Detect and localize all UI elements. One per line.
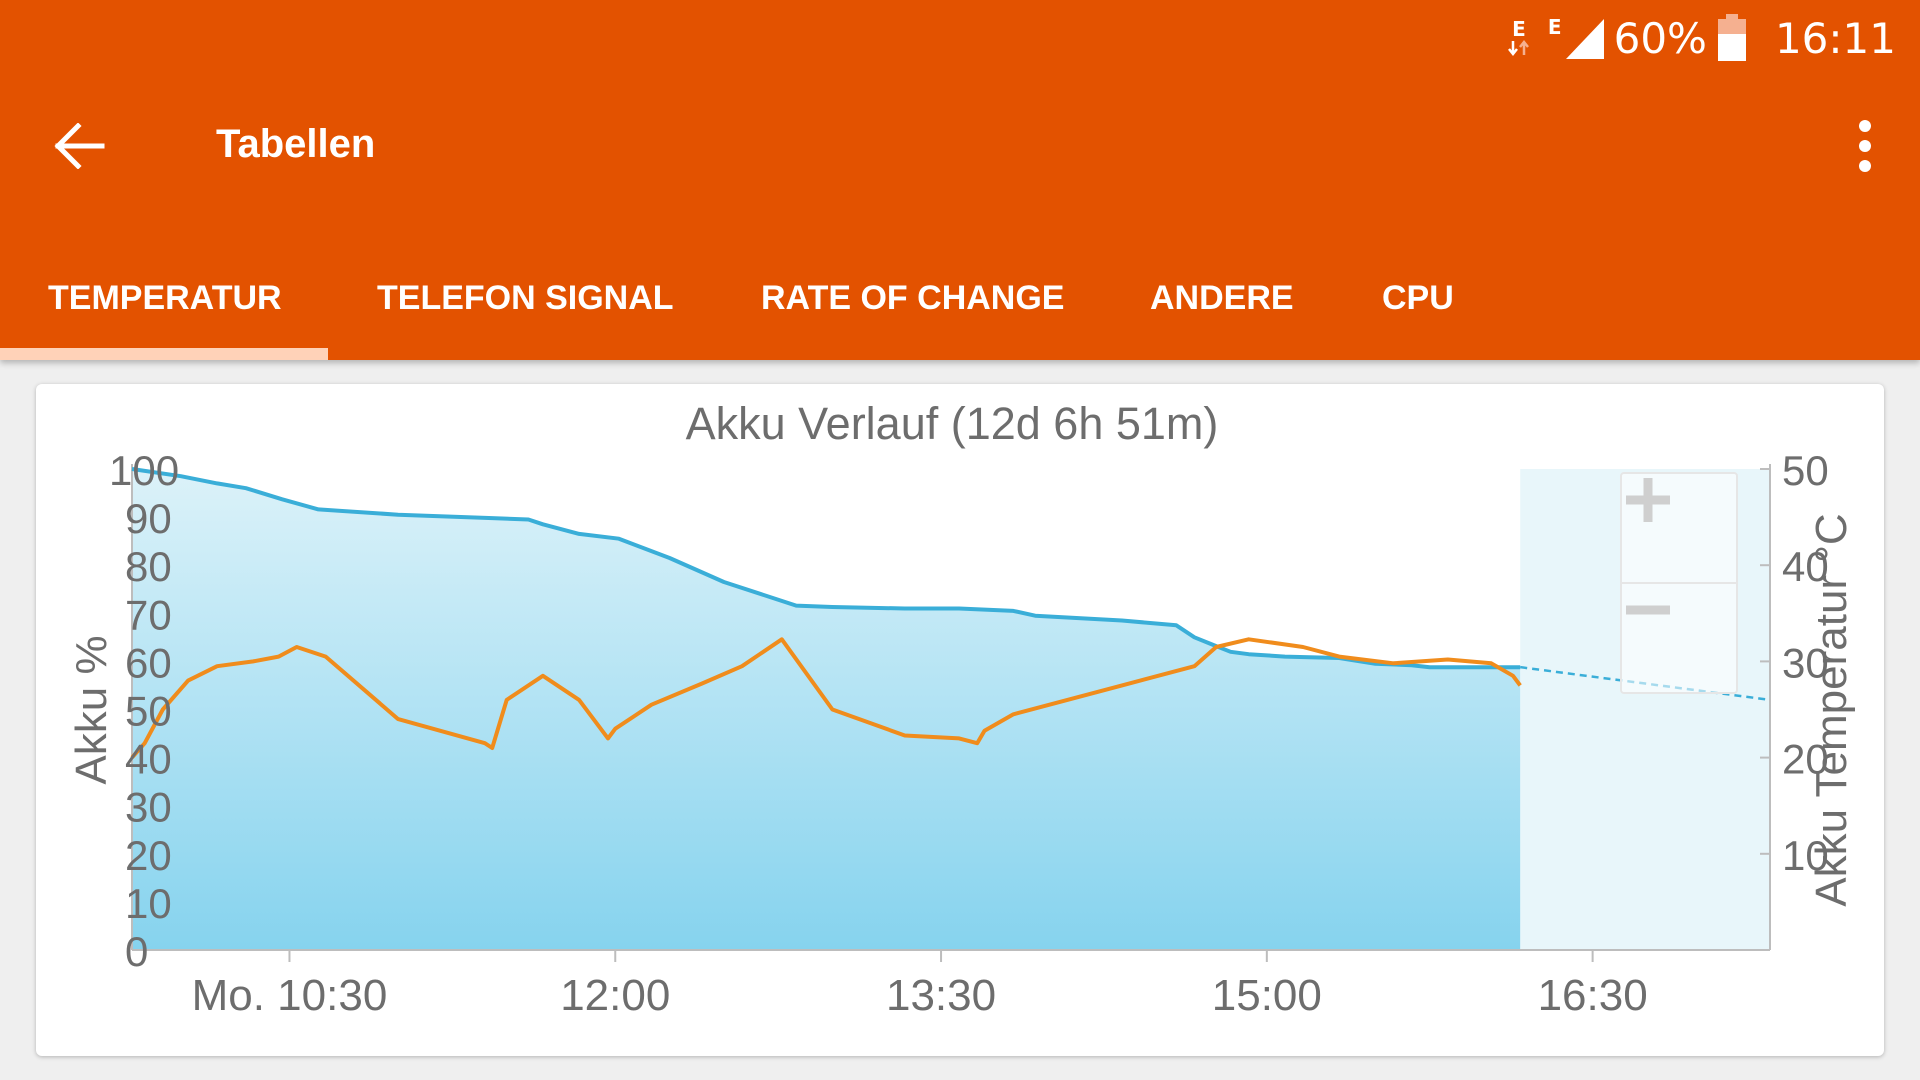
- x-tick-label: 15:00: [1212, 971, 1322, 1020]
- dot: [1859, 120, 1871, 132]
- tab-temperatur[interactable]: TEMPERATUR: [48, 278, 282, 317]
- y-tick-label: 70: [125, 591, 172, 638]
- y2-tick-label: 40: [1782, 543, 1829, 590]
- y-tick-label: 40: [125, 736, 172, 783]
- more-vertical-icon[interactable]: [1848, 114, 1882, 178]
- plus-icon: [1626, 478, 1670, 522]
- y-tick-label: 90: [125, 495, 172, 542]
- x-tick-label: 13:30: [886, 971, 996, 1020]
- dot: [1859, 160, 1871, 172]
- y-tick-label: 50: [125, 688, 172, 735]
- page-title: Tabellen: [216, 122, 376, 166]
- signal-icon: E: [1548, 17, 1604, 59]
- y2-tick-label: 50: [1782, 447, 1829, 494]
- chart-title: Akku Verlauf (12d 6h 51m): [686, 398, 1219, 449]
- battery-line: [131, 467, 1521, 670]
- data-transfer-icon: E: [1507, 17, 1530, 57]
- toolbar: Tabellen: [0, 90, 1920, 200]
- y-tick-label: 80: [125, 543, 172, 590]
- network-type-2: E: [1547, 15, 1562, 39]
- battery-chart[interactable]: Akku Verlauf (12d 6h 51m)100908070605040…: [36, 384, 1884, 1056]
- back-button[interactable]: [48, 114, 112, 178]
- temperature-line: [130, 637, 1522, 759]
- y2-tick-label: 30: [1782, 639, 1829, 686]
- arrow-left-icon: [54, 123, 105, 169]
- tab-telefon-signal[interactable]: TELEFON SIGNAL: [377, 278, 674, 317]
- tab-bar: TEMPERATUR TELEFON SIGNAL RATE OF CHANGE…: [0, 250, 1920, 360]
- y-tick-label: 60: [125, 639, 172, 686]
- dot: [1859, 140, 1871, 152]
- y-tick-label: 30: [125, 784, 172, 831]
- y2-tick-label: 10: [1782, 832, 1829, 879]
- x-tick-label: 12:00: [560, 971, 670, 1020]
- y2-tick-label: 20: [1782, 736, 1829, 783]
- tab-andere[interactable]: ANDERE: [1150, 278, 1294, 317]
- y-axis-label: Akku %: [67, 635, 116, 784]
- battery-percent: 60%: [1613, 13, 1707, 63]
- zoom-controls: [1620, 472, 1738, 694]
- y-tick-label: 0: [125, 928, 148, 975]
- tab-cpu[interactable]: CPU: [1382, 278, 1454, 317]
- app-bar: E E 60% 16:11 Tabellen TEMPERATUR TELEFO…: [0, 0, 1920, 360]
- tab-indicator: [0, 348, 328, 360]
- status-bar: E E 60% 16:11: [1507, 10, 1896, 66]
- y-tick-label: 20: [125, 832, 172, 879]
- zoom-out-button[interactable]: [1622, 584, 1736, 692]
- x-tick-label: 16:30: [1538, 971, 1648, 1020]
- x-tick-label: Mo. 10:30: [192, 971, 388, 1020]
- y2-axis-label: Akku Temperatur °C: [1807, 513, 1856, 906]
- battery-area: [132, 469, 1521, 950]
- y-tick-label: 100: [109, 447, 179, 494]
- zoom-in-button[interactable]: [1622, 474, 1736, 584]
- chart-card: Akku Verlauf (12d 6h 51m) 100 90 80 70 60 50 40…: [36, 384, 1884, 1056]
- y-tick-label: 10: [125, 880, 172, 927]
- minus-icon: [1626, 605, 1670, 615]
- battery-icon: [1717, 14, 1747, 62]
- tab-rate-of-change[interactable]: RATE OF CHANGE: [761, 278, 1065, 317]
- network-type-1: E: [1512, 17, 1526, 41]
- clock: 16:11: [1774, 13, 1896, 63]
